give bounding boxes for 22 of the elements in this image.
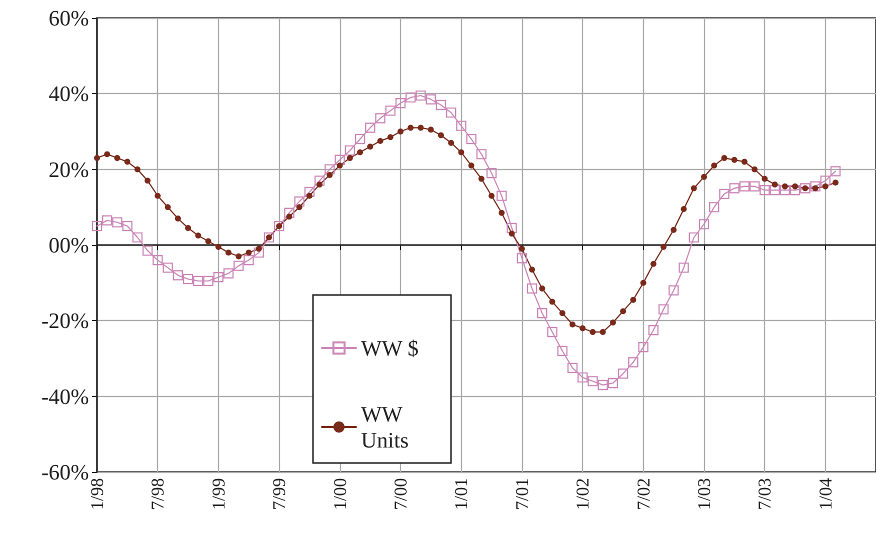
x-tick-label: 7/01 — [512, 478, 532, 510]
y-tick-label: 40% — [48, 81, 89, 106]
x-tick-label: 7/98 — [148, 478, 168, 510]
legend-label: WW Units — [361, 402, 409, 452]
legend-label: WW $ — [361, 336, 419, 360]
x-tick-label: 1/00 — [330, 478, 350, 510]
y-tick-label: 00% — [48, 232, 89, 258]
y-tick-label: -60% — [41, 460, 89, 484]
x-tick-label: 1/01 — [451, 478, 472, 510]
y-tick-label: -40% — [41, 384, 89, 409]
x-tick-label: 1/04 — [815, 478, 836, 510]
x-tick-label: 1/99 — [208, 478, 228, 510]
x-tick-label: 1/02 — [572, 478, 593, 510]
y-tick-label: -20% — [41, 308, 89, 334]
x-tick-label: 7/00 — [390, 478, 411, 510]
x-tick-label: 1/03 — [694, 478, 714, 510]
x-tick-label: 7/02 — [633, 478, 654, 510]
x-tick-label: 7/03 — [754, 478, 775, 510]
x-tick-label: 7/99 — [269, 478, 290, 510]
y-tick-label: 60% — [48, 6, 89, 30]
y-tick-label: 20% — [48, 156, 89, 182]
x-tick-label: 1/98 — [87, 478, 107, 510]
